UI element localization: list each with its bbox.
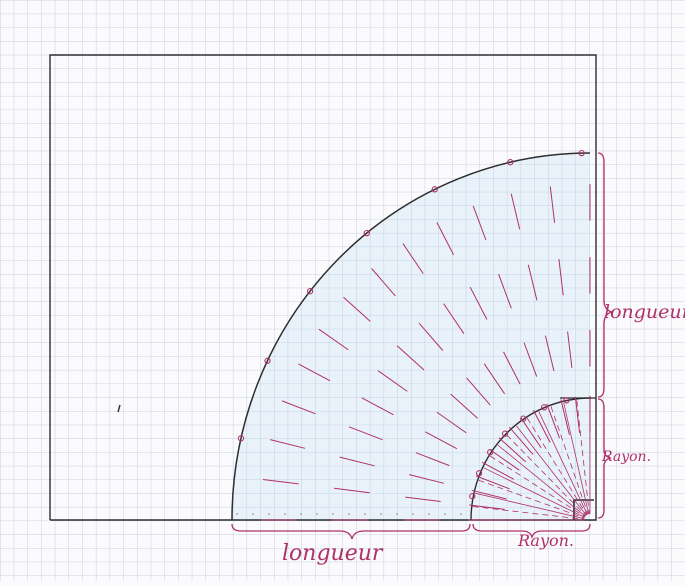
arc-dot [501, 430, 509, 437]
radial-dash [469, 504, 505, 510]
arc-dot [520, 415, 527, 422]
brace-right-longueur [597, 152, 613, 398]
radial-dash [371, 268, 396, 297]
radial-dash [436, 222, 455, 256]
radial-dash [503, 351, 521, 385]
arc-dot [475, 470, 483, 477]
radial-dash [424, 431, 458, 450]
radial-dash [567, 331, 573, 368]
radial-dash [281, 400, 316, 415]
radial-dash [343, 296, 371, 322]
arc-dot [507, 159, 514, 166]
radial-dash [481, 461, 515, 480]
radial-dash [436, 411, 467, 434]
arc-dot [363, 229, 370, 237]
label-longueur-right: longueur [604, 301, 685, 323]
inner-ray [483, 467, 585, 518]
radial-dash [450, 393, 478, 419]
blue-shading [232, 153, 590, 520]
brace-right-rayon [597, 398, 613, 519]
radial-dash [508, 426, 534, 455]
radial-dash [415, 452, 450, 467]
radial-dash [546, 403, 560, 439]
radial-dash [262, 479, 299, 485]
radial-dash [471, 489, 507, 500]
radial-dash [498, 437, 527, 463]
brace-bottom-rayon [472, 523, 591, 540]
radial-dash [489, 449, 520, 471]
radial-dash [523, 342, 538, 377]
inner-ray [489, 455, 586, 518]
inner-ray [506, 434, 587, 517]
radial-dash [396, 345, 425, 371]
radial-dash [348, 426, 383, 441]
radial-dash [476, 475, 510, 490]
radial-dash [469, 286, 488, 320]
large-arc [231, 152, 591, 521]
radial-dash [532, 409, 551, 443]
radial-dash [298, 363, 331, 382]
label-rayon-bottom: Rayon. [517, 531, 574, 550]
inner-ray [497, 444, 586, 517]
inner-ray [516, 425, 587, 516]
radial-dash [443, 303, 465, 334]
radial-dash [334, 487, 370, 494]
label-longueur-bottom: longueur [282, 541, 384, 566]
radial-dash [270, 439, 306, 449]
radial-dash [510, 193, 521, 230]
radial-dash [574, 396, 581, 434]
radial-dash [466, 377, 491, 406]
radial-dash [483, 363, 506, 395]
inner-ray [474, 492, 585, 520]
brace-bottom-longueur [231, 523, 471, 540]
arc-dot [469, 493, 476, 500]
inner-ray [526, 417, 588, 516]
arc-dot [578, 149, 585, 157]
radial-dashes [260, 184, 591, 521]
inner-rays [472, 399, 591, 521]
pencil-mark [117, 404, 121, 413]
radial-dash [558, 258, 564, 296]
arc-dot [487, 449, 494, 456]
radial-dash [361, 397, 394, 416]
radial-dash [549, 186, 556, 223]
label-rayon-right: Rayon. [601, 449, 651, 465]
inner-ray [576, 400, 590, 515]
arc-dot [306, 288, 314, 295]
radial-dash [418, 322, 444, 351]
radial-dash [409, 474, 445, 484]
inner-ray [563, 402, 590, 515]
radial-dash [318, 328, 349, 351]
radial-dash [472, 205, 487, 241]
radial-dash [377, 370, 408, 392]
arc-dots [237, 149, 585, 500]
radial-dash [498, 274, 512, 309]
arc-dot [563, 397, 570, 404]
inner-ray [538, 411, 588, 515]
arc-dot [540, 404, 548, 411]
radial-dash [402, 243, 424, 274]
inner-ray [472, 506, 585, 520]
radial-dash [405, 496, 441, 502]
radial-dash [527, 264, 538, 301]
arc-dot [237, 435, 245, 442]
radial-dash [339, 456, 375, 467]
arc-dot [431, 186, 438, 193]
inner-ray [550, 406, 589, 515]
radial-dash [560, 399, 570, 436]
inner-ray [478, 479, 585, 519]
radial-dash [544, 335, 555, 372]
arc-dot [264, 357, 271, 364]
radial-dash [520, 417, 542, 449]
